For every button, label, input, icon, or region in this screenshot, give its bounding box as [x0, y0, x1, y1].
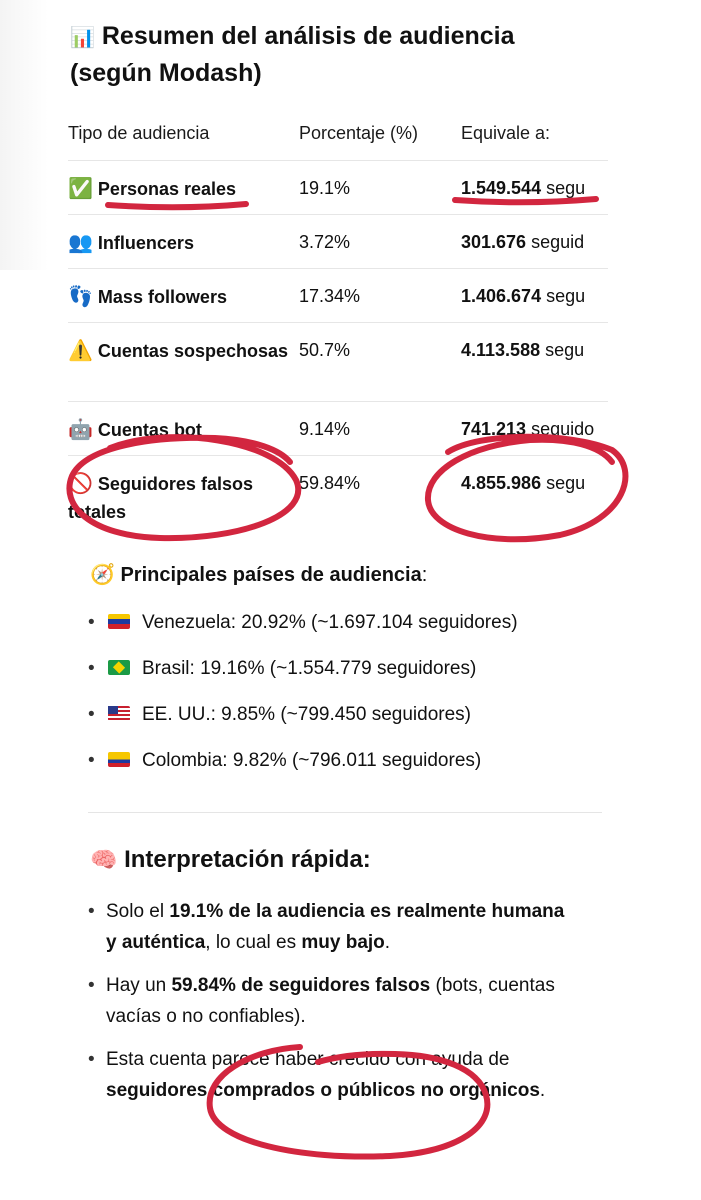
- row-value: 301.676 seguid: [461, 228, 608, 256]
- row-label-text: Cuentas sospechosas: [97, 341, 288, 361]
- note-text: Solo el: [106, 901, 170, 922]
- details-panel: 🧭 Principales países de audiencia: Venez…: [62, 540, 628, 1168]
- table-header-type: Tipo de audiencia: [68, 123, 210, 143]
- country-text: Brasil: 19.16% (~1.554.779 seguidores): [142, 658, 477, 679]
- note-text: Esta cuenta parece haber crecido con ayu…: [106, 1049, 510, 1070]
- row-label-text: Seguidores falsos totales: [68, 474, 253, 522]
- note-text: Hay un: [106, 975, 172, 996]
- interpretation-list: Solo el 19.1% de la audiencia es realmen…: [88, 896, 578, 1118]
- section-divider: [88, 812, 602, 813]
- row-label-text: Personas reales: [97, 179, 237, 199]
- summary-panel: 📊 Resumen del análisis de audiencia (seg…: [48, 0, 612, 540]
- people-icon: 👥: [68, 230, 93, 254]
- row-label: ⚠️ Cuentas sospechosas: [68, 336, 288, 365]
- row-value-suffix: seguido: [531, 419, 595, 439]
- warning-icon: ⚠️: [68, 338, 93, 362]
- compass-icon: 🧭: [90, 562, 115, 586]
- note-bold: seguidores comprados o públicos no orgán…: [106, 1080, 540, 1101]
- row-label-text: Influencers: [97, 233, 194, 253]
- row-percent: 19.1%: [299, 178, 351, 198]
- footprints-icon: 👣: [68, 284, 93, 308]
- country-text: Venezuela: 20.92% (~1.697.104 seguidores…: [142, 612, 518, 633]
- prohibited-icon: 🚫: [68, 471, 93, 495]
- interpretation-title-text: Interpretación rápida:: [124, 846, 371, 873]
- interpretation-title: 🧠 Interpretación rápida:: [90, 846, 371, 874]
- table-header-equivalent: Equivale a:: [461, 123, 551, 143]
- list-item: Solo el 19.1% de la audiencia es realmen…: [88, 896, 578, 958]
- row-percent: 17.34%: [299, 286, 361, 306]
- row-value-number: 1.406.674: [461, 286, 542, 306]
- country-text: Colombia: 9.82% (~796.011 seguidores): [142, 750, 482, 771]
- table-row: ✅ Personas reales 19.1% 1.549.544 segu: [68, 160, 608, 215]
- note-text: (bots, cuentas vacías o no confiables).: [106, 975, 555, 1027]
- table-row: 🚫 Seguidores falsos totales 59.84% 4.855…: [68, 455, 608, 536]
- table-row: 👥 Influencers 3.72% 301.676 seguid: [68, 214, 608, 269]
- countries-title: 🧭 Principales países de audiencia:: [90, 562, 427, 587]
- row-value-number: 4.113.588: [461, 340, 541, 360]
- row-value-suffix: seguid: [531, 232, 585, 252]
- row-label: 👥 Influencers: [68, 228, 288, 257]
- row-value: 1.406.674 segu: [461, 282, 608, 310]
- note-text: .: [539, 1080, 546, 1101]
- list-item: Hay un 59.84% de seguidores falsos (bots…: [88, 970, 578, 1032]
- note-bold: 59.84% de seguidores falsos: [171, 975, 431, 996]
- row-value-suffix: segu: [546, 178, 586, 198]
- country-text: EE. UU.: 9.85% (~799.450 seguidores): [142, 704, 471, 725]
- list-item: Colombia: 9.82% (~796.011 seguidores): [88, 738, 518, 784]
- row-value-number: 741.213: [461, 419, 527, 439]
- flag-usa-icon: [108, 706, 130, 721]
- row-value-number: 4.855.986: [461, 473, 542, 493]
- note-bold: 19.1% de la audiencia es realmente human…: [106, 901, 565, 953]
- row-value: 4.113.588 segu: [461, 336, 608, 364]
- page-title-text: Resumen del análisis de audiencia (según…: [70, 22, 515, 87]
- country-list: Venezuela: 20.92% (~1.697.104 seguidores…: [88, 600, 518, 784]
- row-label: 🚫 Seguidores falsos totales: [68, 469, 288, 526]
- row-value-number: 1.549.544: [461, 178, 542, 198]
- flag-venezuela-icon: [108, 614, 130, 629]
- countries-title-text: Principales países de audiencia: [120, 564, 422, 586]
- note-text: , lo cual es: [205, 932, 302, 953]
- row-label: 🤖 Cuentas bot: [68, 415, 288, 444]
- row-label: 👣 Mass followers: [68, 282, 288, 311]
- row-value-suffix: segu: [545, 340, 585, 360]
- row-label-text: Cuentas bot: [97, 420, 202, 440]
- note-bold: muy bajo: [301, 932, 385, 953]
- row-label-text: Mass followers: [97, 287, 227, 307]
- list-item: Venezuela: 20.92% (~1.697.104 seguidores…: [88, 600, 518, 646]
- note-text: .: [384, 932, 391, 953]
- check-mark-icon: ✅: [68, 176, 93, 200]
- robot-icon: 🤖: [68, 417, 93, 441]
- row-percent: 59.84%: [299, 473, 361, 493]
- row-label: ✅ Personas reales: [68, 174, 288, 203]
- row-value: 1.549.544 segu: [461, 174, 608, 202]
- row-percent: 50.7%: [299, 340, 351, 360]
- flag-brazil-icon: [108, 660, 130, 675]
- list-item: Brasil: 19.16% (~1.554.779 seguidores): [88, 646, 518, 692]
- brain-icon: 🧠: [90, 848, 118, 873]
- bar-chart-icon: 📊: [70, 25, 95, 49]
- page-edge-shadow: [0, 0, 48, 270]
- countries-title-colon: :: [421, 564, 428, 586]
- row-value-number: 301.676: [461, 232, 527, 252]
- table-row: ⚠️ Cuentas sospechosas 50.7% 4.113.588 s…: [68, 322, 608, 402]
- table-row: 🤖 Cuentas bot 9.14% 741.213 seguido: [68, 401, 608, 456]
- flag-colombia-icon: [108, 752, 130, 767]
- row-percent: 9.14%: [299, 419, 351, 439]
- row-value-suffix: segu: [546, 286, 586, 306]
- list-item: Esta cuenta parece haber crecido con ayu…: [88, 1044, 578, 1106]
- list-item: EE. UU.: 9.85% (~799.450 seguidores): [88, 692, 518, 738]
- table-header-percent: Porcentaje (%): [299, 123, 419, 143]
- row-percent: 3.72%: [299, 232, 351, 252]
- row-value: 4.855.986 segu: [461, 469, 608, 497]
- table-row: 👣 Mass followers 17.34% 1.406.674 segu: [68, 268, 608, 323]
- page-title: 📊 Resumen del análisis de audiencia (seg…: [70, 18, 590, 91]
- row-value: 741.213 seguido: [461, 415, 608, 443]
- row-value-suffix: segu: [546, 473, 586, 493]
